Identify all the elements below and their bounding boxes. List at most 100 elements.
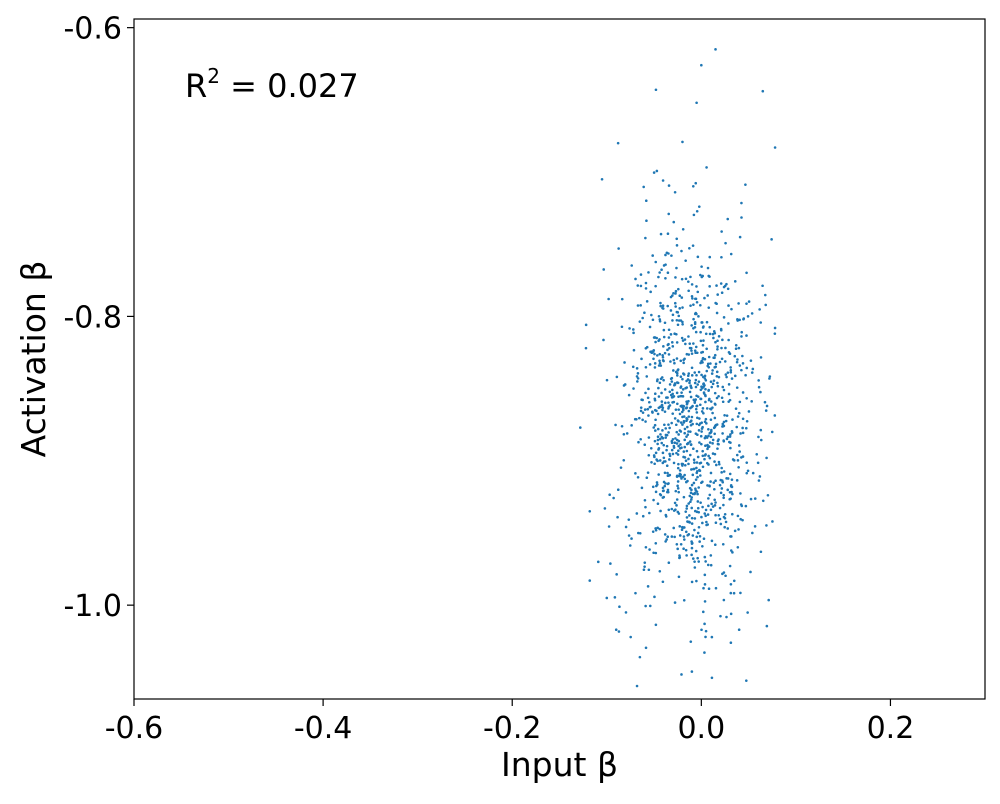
scatter-point — [744, 426, 748, 430]
scatter-point — [681, 140, 684, 144]
scatter-point — [712, 379, 716, 382]
scatter-point — [689, 443, 693, 447]
scatter-point — [656, 354, 659, 357]
scatter-point — [708, 255, 712, 259]
scatter-point — [663, 423, 666, 427]
scatter-point — [695, 579, 698, 583]
scatter-point — [667, 561, 671, 565]
scatter-point — [659, 509, 662, 513]
scatter-point — [686, 374, 690, 378]
scatter-point — [682, 598, 686, 602]
scatter-point — [710, 502, 713, 506]
scatter-point — [703, 377, 707, 380]
scatter-point — [618, 605, 621, 609]
scatter-point — [713, 452, 717, 456]
scatter-point — [713, 391, 717, 395]
scatter-point — [721, 542, 725, 546]
scatter-point — [671, 345, 675, 348]
scatter-point — [686, 520, 690, 524]
scatter-point — [712, 330, 716, 333]
scatter-point — [632, 387, 635, 390]
scatter-point — [728, 440, 731, 444]
scatter-point — [675, 474, 679, 478]
scatter-point — [648, 363, 652, 366]
scatter-point — [667, 328, 671, 332]
scatter-point — [715, 396, 719, 400]
scatter-point — [656, 459, 659, 463]
scatter-point — [658, 569, 662, 573]
scatter-point — [719, 614, 722, 618]
scatter-point — [722, 496, 725, 500]
scatter-point — [668, 454, 672, 458]
scatter-point — [685, 504, 689, 508]
scatter-point — [687, 430, 690, 433]
scatter-point — [675, 244, 679, 247]
scatter-point — [644, 365, 648, 369]
scatter-point — [694, 345, 698, 349]
scatter-point — [683, 538, 686, 541]
scatter-point — [705, 436, 709, 439]
scatter-point — [735, 479, 739, 482]
scatter-point — [681, 377, 684, 381]
scatter-point — [745, 461, 749, 464]
scatter-point — [690, 386, 693, 390]
scatter-point — [722, 316, 726, 319]
scatter-point — [643, 408, 647, 411]
scatter-point — [632, 348, 636, 352]
scatter-point — [656, 412, 660, 416]
scatter-point — [745, 302, 748, 305]
scatter-point — [617, 247, 620, 250]
scatter-point — [730, 478, 734, 481]
scatter-point — [731, 418, 734, 421]
scatter-point — [654, 418, 657, 422]
scatter-point — [713, 498, 716, 502]
scatter-point — [729, 612, 733, 616]
scatter-point — [656, 378, 659, 381]
scatter-point — [734, 407, 738, 410]
scatter-point — [711, 406, 714, 409]
scatter-point — [749, 570, 752, 574]
scatter-point — [673, 301, 677, 305]
scatter-point — [685, 507, 689, 510]
scatter-point — [715, 374, 719, 378]
scatter-point — [672, 444, 676, 448]
scatter-point — [695, 312, 698, 316]
scatter-point — [719, 328, 723, 332]
scatter-point — [735, 453, 739, 457]
scatter-point — [767, 598, 770, 602]
scatter-point — [713, 543, 717, 546]
scatter-point — [715, 463, 718, 467]
scatter-point — [681, 228, 685, 231]
scatter-point — [680, 336, 684, 340]
scatter-point — [653, 423, 657, 427]
scatter-point — [688, 390, 692, 394]
scatter-point — [727, 338, 730, 342]
scatter-point — [711, 369, 714, 372]
scatter-point — [689, 304, 692, 307]
scatter-point — [730, 490, 733, 494]
scatter-point — [653, 462, 656, 466]
scatter-point — [657, 473, 660, 476]
scatter-point — [681, 320, 684, 324]
scatter-point — [724, 241, 727, 245]
scatter-point — [708, 484, 711, 487]
scatter-point — [759, 356, 763, 359]
scatter-point — [711, 411, 714, 415]
scatter-point — [701, 465, 705, 469]
scatter-point — [682, 373, 686, 376]
scatter-point — [698, 461, 702, 465]
scatter-point — [696, 556, 699, 560]
scatter-point — [694, 297, 698, 301]
scatter-point — [653, 595, 656, 599]
scatter-point — [695, 373, 698, 377]
scatter-point — [753, 525, 757, 528]
scatter-point — [745, 471, 749, 475]
scatter-point — [690, 522, 694, 525]
scatter-point — [694, 478, 698, 481]
scatter-point — [687, 462, 690, 466]
scatter-point — [703, 555, 707, 559]
scatter-point — [623, 383, 627, 386]
scatter-point — [630, 537, 633, 540]
scatter-point — [636, 372, 640, 375]
scatter-point — [718, 462, 721, 466]
